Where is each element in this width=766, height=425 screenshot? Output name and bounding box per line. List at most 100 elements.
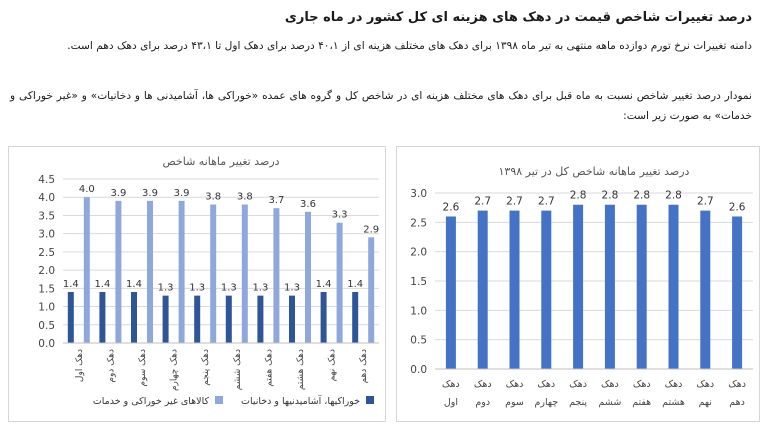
x-tick-label: ششم [599,397,622,408]
bar [336,222,343,343]
monthly-change-total-chart-frame: درصد تغییر ماهانه شاخص کل در تیر ۱۳۹۸ 0.0… [396,146,760,422]
y-tick-label: 0.0 [410,364,427,376]
x-tick-label: دهک اول [75,349,85,382]
data-label: 1.3 [284,283,300,294]
bar [573,204,584,369]
y-tick-label: 2.5 [38,247,55,259]
y-tick-label: 1.5 [410,276,427,288]
data-label: 2.8 [633,190,650,202]
data-label: 1.4 [94,279,110,290]
bar [445,216,456,369]
bar [668,204,679,369]
bar [178,200,185,343]
bar [289,295,295,343]
data-label: 4.0 [79,184,95,195]
data-label: 1.3 [252,283,268,294]
data-label: 1.4 [63,279,79,290]
x-tick-label: چهارم [534,397,558,408]
bar [67,291,74,343]
bar [162,295,169,343]
chart-title: درصد تغییر ماهانه شاخص [162,155,279,168]
legend-label: خوراکیها، آشامیدنیها و دخانیات [241,394,360,407]
bar [210,204,217,343]
x-tick-label: دهک هفتم [264,349,274,387]
bar [194,295,201,343]
x-tick-label: دهک دوم [106,349,116,383]
data-label: 3.3 [332,210,348,221]
legend-swatch [366,396,374,404]
data-label: 3.9 [142,188,158,199]
x-tick-label: دهک [537,379,555,390]
data-label: 2.6 [729,201,746,213]
y-tick-label: 2.5 [410,217,427,229]
y-tick-label: 4.5 [38,174,55,186]
bar [368,237,375,343]
x-tick-label: سوم [505,397,524,408]
y-tick-label: 1.0 [38,302,55,314]
chart-title: درصد تغییر ماهانه شاخص کل در تیر ۱۳۹۸ [499,165,690,178]
bar [732,216,743,369]
x-tick-label: دهک پنجم [201,349,211,386]
data-label: 1.4 [347,279,363,290]
x-tick-label: هشتم [662,397,685,408]
y-tick-label: 1.0 [410,305,427,317]
x-tick-label: دهک [601,379,619,390]
data-label: 2.7 [506,196,523,208]
data-label: 2.9 [363,224,379,235]
x-tick-label: پنجم [569,397,587,408]
bar [257,295,264,343]
data-label: 2.7 [697,196,714,208]
x-tick-label: دهک [569,379,587,390]
x-tick-label: دهک چهارم [170,349,180,391]
data-label: 2.7 [538,196,555,208]
intro-paragraph: دامنه تغییرات نرخ تورم دوازده ماهه منتهی… [67,40,752,52]
x-tick-label: دهک [442,379,460,390]
bar [352,291,359,343]
y-tick-label: 0.0 [38,338,55,350]
x-tick-label: دهک ششم [233,349,243,390]
y-tick-label: 0.5 [38,320,55,332]
y-tick-label: 2.0 [410,247,427,259]
x-tick-label: دهک سوم [138,349,148,386]
data-label: 1.4 [126,279,142,290]
x-tick-label: دهک دهم [359,349,369,383]
data-label: 1.3 [158,283,174,294]
data-label: 1.4 [316,279,332,290]
data-label: 3.8 [237,192,253,203]
y-tick-label: 4.0 [38,192,55,204]
bar [541,210,552,369]
data-label: 1.3 [189,283,205,294]
y-tick-label: 1.5 [38,283,55,295]
y-tick-label: 2.0 [38,265,55,277]
data-label: 3.9 [110,188,126,199]
data-label: 2.7 [474,196,491,208]
x-tick-label: دوم [475,397,490,408]
legend-label: کالاهای غیر خوراکی و خدمات [93,396,210,407]
bar [636,204,647,369]
bar [131,291,137,343]
x-tick-label: دهک [665,379,683,390]
monthly-change-total-chart: درصد تغییر ماهانه شاخص کل در تیر ۱۳۹۸ 0.0… [410,165,753,408]
bar [604,204,615,369]
bar [305,211,311,343]
data-label: 2.8 [665,190,682,202]
y-tick-label: 0.5 [410,335,427,347]
bar [225,295,232,343]
x-tick-label: دهک نهم [328,349,338,381]
bar [320,291,327,343]
x-tick-label: دهک [474,379,492,390]
bar [83,197,90,343]
data-label: 3.9 [174,188,190,199]
data-label: 2.8 [570,190,587,202]
x-tick-label: اول [444,397,458,408]
data-label: 3.7 [268,195,284,206]
chart-description-paragraph: نمودار درصد تغییر شاخص نسبت به ماه قبل ب… [10,90,752,122]
data-label: 2.6 [443,201,460,213]
bar [147,200,153,343]
legend-swatch [215,396,223,404]
bar [241,204,248,343]
x-tick-label: دهک [728,379,746,390]
monthly-change-groups-chart: درصد تغییر ماهانه شاخص 0.0 0.5 1.0 1.5 2.0 2.5… [38,155,379,407]
bar [700,210,711,369]
x-tick-label: دهک [696,379,714,390]
